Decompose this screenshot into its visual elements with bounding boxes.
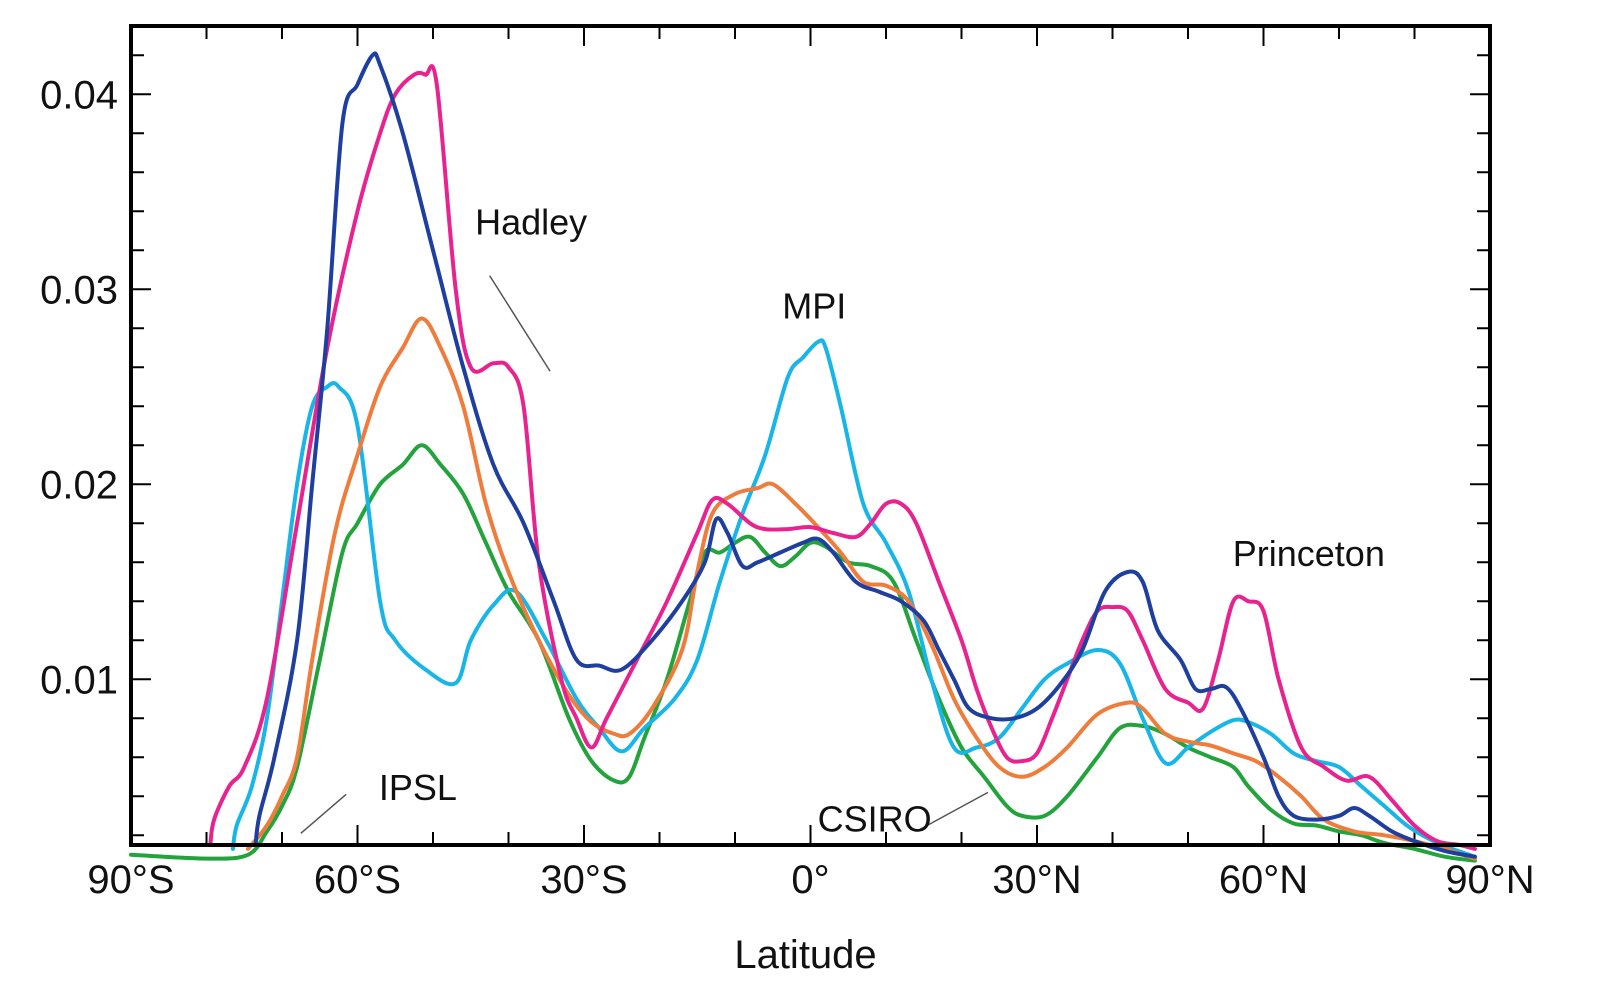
- series-label: CSIRO: [818, 798, 932, 839]
- x-tick-label: 60°N: [1219, 858, 1308, 902]
- series-label: Princeton: [1233, 533, 1385, 574]
- annotation-leader: [488, 275, 551, 372]
- x-tick-label: 30°N: [992, 858, 1081, 902]
- x-tick-label: 60°S: [314, 858, 401, 902]
- plot-frame: [129, 24, 1492, 847]
- y-tick-label: 0.01: [40, 658, 118, 702]
- annotation-leader: [300, 793, 347, 834]
- series-group: [129, 51, 1477, 863]
- series-line-0: [208, 64, 1477, 851]
- annotations-group: Hadley MPI Princeton IPSL CSIRO: [300, 202, 1385, 839]
- x-tick-label: 30°S: [540, 858, 627, 902]
- y-tick-label: 0.03: [40, 268, 118, 312]
- x-axis-title: Latitude: [734, 933, 876, 977]
- x-tick-label: 90°N: [1445, 858, 1534, 902]
- series-label: Hadley: [475, 202, 587, 243]
- axis-ticks: [131, 26, 1490, 845]
- x-tick-labels: 90°S 60°S 30°S 0° 30°N 60°N 90°N: [87, 858, 1534, 902]
- y-tick-label: 0.04: [40, 73, 118, 117]
- x-tick-label: 90°S: [87, 858, 174, 902]
- series-line-3: [246, 316, 1477, 861]
- y-tick-labels: 0.01 0.02 0.03 0.04: [40, 73, 118, 702]
- series-line-1: [253, 51, 1477, 859]
- annotation-leader: [919, 791, 989, 831]
- x-tick-label: 0°: [791, 858, 829, 902]
- series-label: IPSL: [379, 767, 457, 808]
- series-line-4: [129, 443, 1477, 863]
- series-label: MPI: [782, 286, 846, 327]
- y-tick-label: 0.02: [40, 463, 118, 507]
